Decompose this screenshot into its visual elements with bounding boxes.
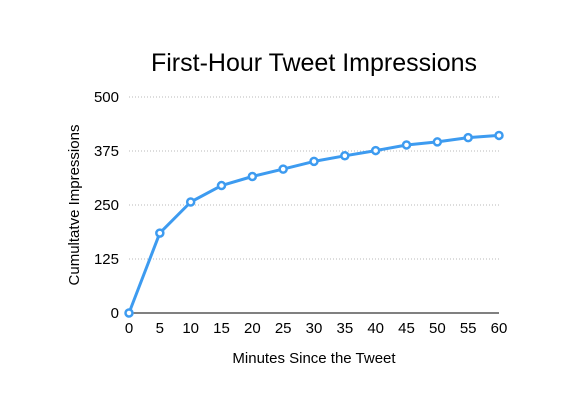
x-tick-label: 15 <box>213 320 230 337</box>
data-point <box>401 140 412 150</box>
data-point <box>247 171 258 182</box>
x-tick-label: 45 <box>398 320 415 337</box>
y-tick-label: 500 <box>94 89 119 106</box>
data-point <box>340 151 350 161</box>
data-point <box>432 137 443 147</box>
data-point <box>494 130 504 141</box>
y-tick-label: 0 <box>111 305 119 322</box>
data-point <box>278 164 288 174</box>
series <box>124 130 504 318</box>
y-axis-label: Cumultatve Impressions <box>66 125 83 286</box>
data-point <box>185 197 196 207</box>
chart-title: First-Hour Tweet Impressions <box>151 49 477 77</box>
x-tick-label: 25 <box>275 320 292 337</box>
gridlines <box>129 96 499 260</box>
data-point <box>309 156 319 167</box>
x-axis-label: Minutes Since the Tweet <box>232 350 396 367</box>
y-tick-label: 125 <box>94 251 119 268</box>
x-tick-label: 50 <box>429 320 446 337</box>
x-tick-label: 5 <box>156 320 164 337</box>
y-tick-label: 250 <box>94 197 119 214</box>
tick-labels: 0 125 250 375 500 0 5 10 15 20 25 30 35 40 45 50 55 60 <box>94 89 507 337</box>
x-tick-label: 30 <box>306 320 323 337</box>
data-point <box>370 145 381 156</box>
x-tick-label: 10 <box>182 320 199 337</box>
x-tick-label: 20 <box>244 320 261 337</box>
x-tick-label: 35 <box>336 320 353 337</box>
x-tick-label: 55 <box>460 320 477 337</box>
data-point <box>155 228 165 238</box>
x-tick-label: 60 <box>491 320 508 337</box>
data-point <box>463 132 473 143</box>
data-point <box>216 180 227 191</box>
data-point <box>124 308 134 318</box>
x-tick-label: 40 <box>367 320 384 337</box>
x-tick-label: 0 <box>125 320 133 337</box>
y-tick-label: 375 <box>94 143 119 160</box>
